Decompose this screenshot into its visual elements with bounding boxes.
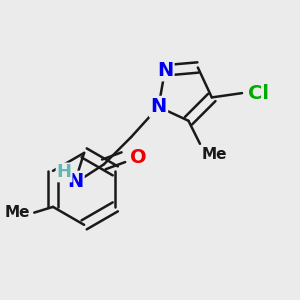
Text: N: N	[67, 172, 83, 191]
Text: Cl: Cl	[248, 84, 269, 103]
Text: Me: Me	[4, 205, 30, 220]
Text: N: N	[157, 61, 173, 80]
Text: N: N	[150, 97, 167, 116]
Text: Me: Me	[201, 147, 227, 162]
Text: O: O	[130, 148, 146, 167]
Text: H: H	[57, 164, 72, 181]
